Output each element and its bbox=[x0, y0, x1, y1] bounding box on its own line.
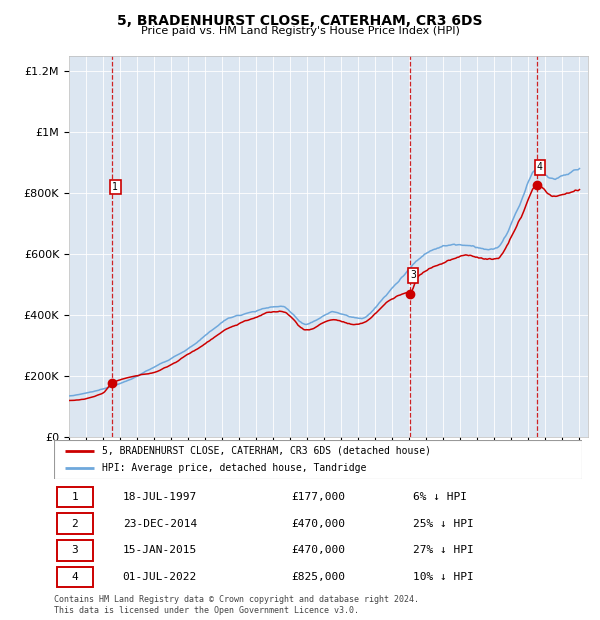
Text: 1: 1 bbox=[71, 492, 78, 502]
Text: 1: 1 bbox=[112, 182, 118, 192]
Text: £825,000: £825,000 bbox=[292, 572, 346, 582]
Text: £470,000: £470,000 bbox=[292, 518, 346, 529]
Text: 18-JUL-1997: 18-JUL-1997 bbox=[122, 492, 197, 502]
FancyBboxPatch shape bbox=[56, 540, 92, 560]
Text: Contains HM Land Registry data © Crown copyright and database right 2024.: Contains HM Land Registry data © Crown c… bbox=[54, 595, 419, 604]
Text: 23-DEC-2014: 23-DEC-2014 bbox=[122, 518, 197, 529]
Text: 3: 3 bbox=[410, 270, 416, 280]
Text: 6% ↓ HPI: 6% ↓ HPI bbox=[413, 492, 467, 502]
FancyBboxPatch shape bbox=[56, 513, 92, 534]
Text: £470,000: £470,000 bbox=[292, 545, 346, 556]
Text: Price paid vs. HM Land Registry's House Price Index (HPI): Price paid vs. HM Land Registry's House … bbox=[140, 26, 460, 36]
Text: 5, BRADENHURST CLOSE, CATERHAM, CR3 6DS (detached house): 5, BRADENHURST CLOSE, CATERHAM, CR3 6DS … bbox=[101, 446, 431, 456]
Text: 4: 4 bbox=[71, 572, 78, 582]
Text: HPI: Average price, detached house, Tandridge: HPI: Average price, detached house, Tand… bbox=[101, 463, 366, 473]
FancyBboxPatch shape bbox=[56, 487, 92, 507]
FancyBboxPatch shape bbox=[56, 567, 92, 587]
Text: 27% ↓ HPI: 27% ↓ HPI bbox=[413, 545, 474, 556]
Text: 2: 2 bbox=[71, 518, 78, 529]
Text: 5, BRADENHURST CLOSE, CATERHAM, CR3 6DS: 5, BRADENHURST CLOSE, CATERHAM, CR3 6DS bbox=[117, 14, 483, 28]
Text: 01-JUL-2022: 01-JUL-2022 bbox=[122, 572, 197, 582]
Text: 10% ↓ HPI: 10% ↓ HPI bbox=[413, 572, 474, 582]
Text: £177,000: £177,000 bbox=[292, 492, 346, 502]
Text: 25% ↓ HPI: 25% ↓ HPI bbox=[413, 518, 474, 529]
Text: 3: 3 bbox=[71, 545, 78, 556]
Text: 4: 4 bbox=[537, 162, 543, 172]
Text: This data is licensed under the Open Government Licence v3.0.: This data is licensed under the Open Gov… bbox=[54, 606, 359, 616]
FancyBboxPatch shape bbox=[54, 440, 582, 479]
Text: 15-JAN-2015: 15-JAN-2015 bbox=[122, 545, 197, 556]
